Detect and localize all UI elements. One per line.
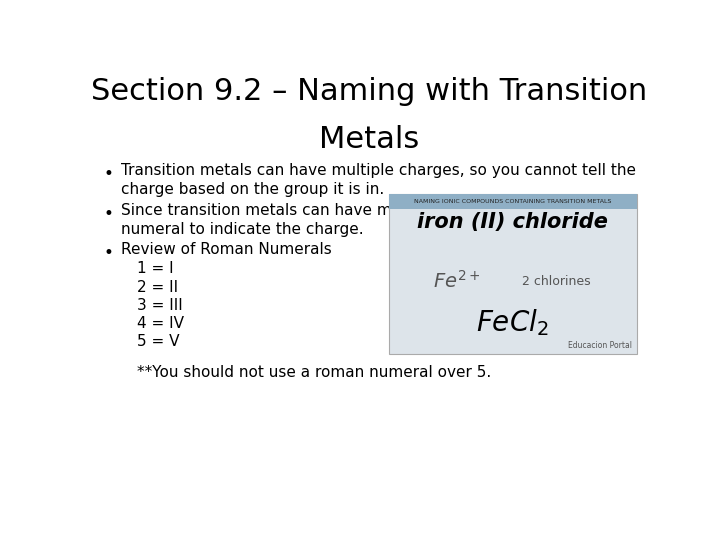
Text: Review of Roman Numerals: Review of Roman Numerals [121, 242, 331, 258]
Text: 3 = III: 3 = III [138, 298, 183, 313]
Text: $\mathit{Fe}^{2+}$: $\mathit{Fe}^{2+}$ [433, 270, 481, 292]
Text: •: • [104, 244, 114, 261]
Text: iron (II) chloride: iron (II) chloride [418, 212, 608, 232]
Text: 2 = II: 2 = II [138, 280, 179, 295]
Text: numeral to indicate the charge.: numeral to indicate the charge. [121, 222, 364, 237]
Text: •: • [104, 165, 114, 183]
Text: Transition metals can have multiple charges, so you cannot tell the: Transition metals can have multiple char… [121, 163, 636, 178]
Text: Educacion Portal: Educacion Portal [568, 341, 632, 349]
Text: Metals: Metals [319, 125, 419, 154]
Text: Since transition metals can have multiple charges, we use a roman: Since transition metals can have multipl… [121, 203, 637, 218]
Text: $\mathit{FeCl}_2$: $\mathit{FeCl}_2$ [477, 307, 549, 338]
Text: •: • [104, 205, 114, 222]
FancyBboxPatch shape [389, 194, 637, 210]
Text: Section 9.2 – Naming with Transition: Section 9.2 – Naming with Transition [91, 77, 647, 106]
Text: 5 = V: 5 = V [138, 334, 180, 349]
Text: 2 chlorines: 2 chlorines [523, 274, 591, 287]
Text: NAMING IONIC COMPOUNDS CONTAINING TRANSITION METALS: NAMING IONIC COMPOUNDS CONTAINING TRANSI… [414, 199, 611, 204]
Text: charge based on the group it is in.: charge based on the group it is in. [121, 182, 384, 197]
FancyBboxPatch shape [389, 194, 637, 354]
Text: **You should not use a roman numeral over 5.: **You should not use a roman numeral ove… [138, 365, 492, 380]
Text: 1 = I: 1 = I [138, 261, 174, 276]
Text: 4 = IV: 4 = IV [138, 316, 184, 331]
